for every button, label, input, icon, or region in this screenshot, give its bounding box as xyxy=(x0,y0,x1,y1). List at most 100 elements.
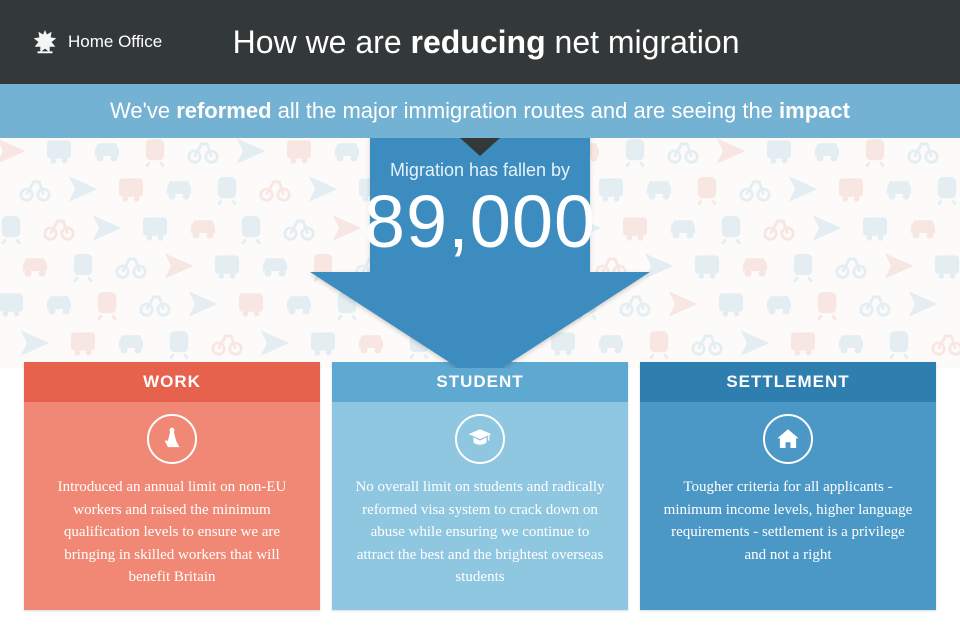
pattern-icon xyxy=(666,211,700,245)
pattern-icon xyxy=(834,326,868,360)
pattern-icon xyxy=(234,138,268,168)
pattern-icon xyxy=(66,249,100,283)
pattern-icon xyxy=(114,172,148,206)
pattern-icon xyxy=(714,138,748,168)
info-card: STUDENT No overall limit on students and … xyxy=(332,362,628,610)
fallen-label: Migration has fallen by xyxy=(310,160,650,181)
pattern-icon xyxy=(66,326,100,360)
stat-arrow: Migration has fallen by 89,000 xyxy=(310,138,650,368)
title-pre: How we are xyxy=(233,24,411,60)
pattern-icon xyxy=(810,211,844,245)
pattern-icon xyxy=(858,211,892,245)
pattern-icon xyxy=(762,287,796,321)
title-post: net migration xyxy=(546,24,740,60)
pattern-icon xyxy=(138,138,172,168)
pattern-icon xyxy=(666,138,700,168)
sub-s1: reformed xyxy=(176,98,271,123)
pattern-icon xyxy=(690,249,724,283)
pattern-icon xyxy=(210,249,244,283)
card-title: STUDENT xyxy=(332,362,628,402)
pattern-icon xyxy=(834,172,868,206)
pattern-icon xyxy=(42,211,76,245)
sub-mid: all the major immigration routes and are… xyxy=(272,98,779,123)
pattern-icon xyxy=(18,326,52,360)
pattern-icon xyxy=(762,138,796,168)
pattern-icon xyxy=(258,172,292,206)
work-icon xyxy=(147,414,197,464)
pattern-icon xyxy=(42,287,76,321)
pattern-icon xyxy=(882,326,916,360)
pattern-icon xyxy=(210,326,244,360)
card-text: No overall limit on students and radical… xyxy=(352,476,608,589)
pattern-icon xyxy=(0,138,28,168)
pattern-icon xyxy=(906,211,940,245)
pattern-icon xyxy=(186,138,220,168)
mid-section: Migration has fallen by 89,000 xyxy=(0,138,960,368)
pattern-icon xyxy=(906,287,940,321)
pattern-icon xyxy=(0,287,28,321)
pattern-icon xyxy=(882,249,916,283)
cards-row: WORK Introduced an annual limit on non-EU… xyxy=(0,362,960,634)
pattern-icon xyxy=(810,287,844,321)
pattern-icon xyxy=(714,287,748,321)
pattern-icon xyxy=(786,172,820,206)
pattern-icon xyxy=(0,211,28,245)
pattern-icon xyxy=(738,172,772,206)
card-body: No overall limit on students and radical… xyxy=(332,402,628,610)
card-text: Tougher criteria for all applicants - mi… xyxy=(660,476,916,566)
pattern-icon xyxy=(930,249,960,283)
pattern-icon xyxy=(66,172,100,206)
pattern-icon xyxy=(738,249,772,283)
pattern-icon xyxy=(906,138,940,168)
pattern-icon xyxy=(18,172,52,206)
title-strong: reducing xyxy=(411,24,546,60)
pattern-icon xyxy=(90,138,124,168)
pattern-icon xyxy=(786,249,820,283)
pattern-icon xyxy=(834,249,868,283)
pattern-icon xyxy=(186,211,220,245)
pattern-icon xyxy=(18,249,52,283)
student-icon xyxy=(455,414,505,464)
card-body: Tougher criteria for all applicants - mi… xyxy=(640,402,936,610)
pattern-icon xyxy=(234,287,268,321)
page-title: How we are reducing net migration xyxy=(162,24,930,61)
pattern-icon xyxy=(690,326,724,360)
pattern-icon xyxy=(258,326,292,360)
pattern-icon xyxy=(114,326,148,360)
sub-pre: We've xyxy=(110,98,176,123)
card-title: WORK xyxy=(24,362,320,402)
pattern-icon xyxy=(90,211,124,245)
pattern-icon xyxy=(138,287,172,321)
pattern-icon xyxy=(738,326,772,360)
top-header: Home Office How we are reducing net migr… xyxy=(0,0,960,84)
header-notch xyxy=(460,138,500,156)
card-text: Introduced an annual limit on non-EU wor… xyxy=(44,476,300,589)
pattern-icon xyxy=(858,287,892,321)
pattern-icon xyxy=(762,211,796,245)
pattern-icon xyxy=(162,249,196,283)
pattern-icon xyxy=(258,249,292,283)
stat-number: 89,000 xyxy=(310,185,650,259)
arrow-text: Migration has fallen by 89,000 xyxy=(310,160,650,259)
pattern-icon xyxy=(690,172,724,206)
pattern-icon xyxy=(186,287,220,321)
home-icon xyxy=(763,414,813,464)
card-title: SETTLEMENT xyxy=(640,362,936,402)
org-name: Home Office xyxy=(68,32,162,52)
pattern-icon xyxy=(90,287,124,321)
pattern-icon xyxy=(858,138,892,168)
pattern-icon xyxy=(114,249,148,283)
pattern-icon xyxy=(882,172,916,206)
pattern-icon xyxy=(138,211,172,245)
pattern-icon xyxy=(810,138,844,168)
card-body: Introduced an annual limit on non-EU wor… xyxy=(24,402,320,610)
crown-icon xyxy=(30,27,60,57)
logo-block: Home Office xyxy=(30,27,162,57)
pattern-icon xyxy=(786,326,820,360)
info-card: SETTLEMENT Tougher criteria for all appli… xyxy=(640,362,936,610)
pattern-icon xyxy=(666,287,700,321)
pattern-icon xyxy=(930,326,960,360)
pattern-icon xyxy=(210,172,244,206)
pattern-icon xyxy=(714,211,748,245)
pattern-icon xyxy=(930,172,960,206)
